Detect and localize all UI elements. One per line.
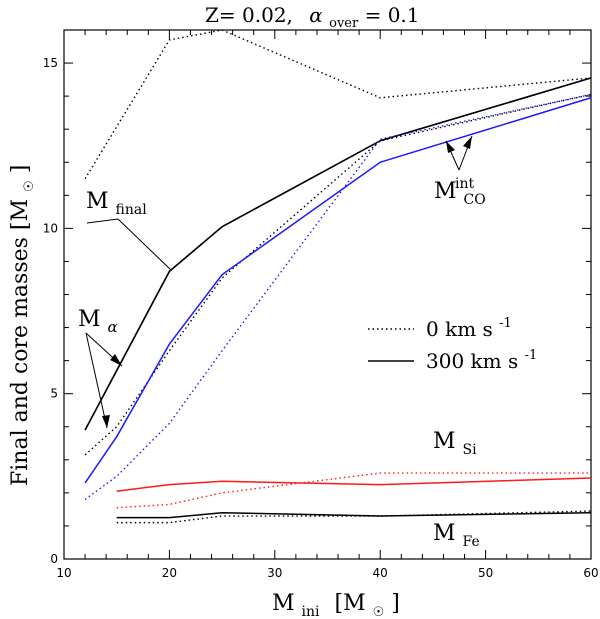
legend-0-sup: -1 bbox=[499, 316, 512, 331]
x-label-unit-open: [M bbox=[335, 591, 366, 616]
arrowhead-m-alpha-upper bbox=[110, 354, 122, 366]
series-line-m-si-0 bbox=[116, 472, 591, 509]
annotation-arrows bbox=[85, 135, 473, 429]
series-line-m-alpha-300 bbox=[84, 77, 592, 431]
legend-1-text: 300 km s bbox=[426, 349, 518, 373]
series-line-m-final-300 bbox=[84, 77, 592, 431]
x-tick-label: 60 bbox=[583, 566, 598, 580]
series-line-m-si-300 bbox=[116, 477, 592, 492]
series-layer bbox=[84, 29, 592, 524]
title-over: over bbox=[329, 16, 359, 31]
y-label-unit-close: ] bbox=[8, 165, 33, 174]
m-fe-sub: Fe bbox=[463, 534, 480, 550]
y-tick-label: 5 bbox=[50, 387, 58, 401]
x-axis-label: M ini [M ☉ ] bbox=[272, 591, 400, 619]
legend-label-0: 0 km s -1 bbox=[426, 316, 512, 341]
legend: 0 km s -1 300 km s -1 bbox=[368, 316, 537, 373]
label-m-co: M CO bbox=[434, 179, 486, 208]
x-tick-label: 50 bbox=[478, 566, 493, 580]
y-label-sun-symbol: ☉ bbox=[22, 180, 37, 192]
m-alpha-arrow-lower bbox=[85, 332, 108, 429]
series-line-m-co-0 bbox=[84, 93, 592, 501]
y-tick-label: 0 bbox=[50, 552, 58, 566]
legend-1-sup: -1 bbox=[525, 348, 538, 363]
y-tick-label: 15 bbox=[43, 56, 58, 70]
arrowhead-m-alpha-lower bbox=[102, 415, 110, 428]
title-z: Z= 0.02, bbox=[205, 3, 293, 27]
x-tick-label: 40 bbox=[373, 566, 388, 580]
label-m-final: M final bbox=[86, 189, 147, 218]
m-final-sub: final bbox=[116, 202, 148, 218]
m-co-main: M bbox=[434, 179, 457, 204]
arrowhead-m-co-left bbox=[446, 141, 455, 153]
label-m-co-sup: int bbox=[455, 176, 474, 192]
x-label-sun-symbol: ☉ bbox=[373, 605, 385, 619]
title-alpha: α bbox=[309, 3, 323, 27]
m-final-main: M bbox=[86, 189, 109, 214]
x-tick-label: 30 bbox=[267, 566, 282, 580]
y-tick-label: 10 bbox=[43, 221, 58, 235]
series-line-m-co-300 bbox=[84, 97, 592, 484]
x-label-main: M bbox=[272, 591, 295, 616]
label-m-alpha: M α bbox=[78, 307, 118, 336]
y-label-main: Final and core masses [M bbox=[8, 199, 33, 486]
axis-ticks: 10 20 30 40 50 60 0 5 10 15 bbox=[43, 29, 599, 580]
m-si-main: M bbox=[433, 429, 456, 454]
series-line-m-final-0 bbox=[84, 29, 592, 180]
series-line-m-alpha-0 bbox=[84, 93, 592, 456]
y-axis-label: Final and core masses [M ☉ ] bbox=[8, 165, 39, 486]
m-si-sub: Si bbox=[463, 442, 478, 458]
x-tick-label: 20 bbox=[162, 566, 177, 580]
x-label-sub: ini bbox=[302, 604, 320, 619]
arrow-heads bbox=[102, 136, 472, 428]
label-m-fe: M Fe bbox=[433, 521, 480, 550]
legend-label-1: 300 km s -1 bbox=[426, 348, 537, 373]
m-alpha-main: M bbox=[78, 307, 101, 332]
legend-0-text: 0 km s bbox=[426, 317, 493, 341]
m-final-leader bbox=[86, 218, 172, 271]
m-co-sub: CO bbox=[464, 192, 486, 208]
m-fe-main: M bbox=[433, 521, 456, 546]
x-label-unit-close: ] bbox=[391, 591, 400, 616]
series-line-m-fe-300 bbox=[116, 511, 592, 519]
series-line-m-fe-0 bbox=[116, 510, 592, 524]
arrowhead-m-co-right bbox=[463, 136, 472, 149]
x-tick-label: 10 bbox=[56, 566, 71, 580]
m-alpha-sub: α bbox=[108, 318, 118, 336]
title-eq: = 0.1 bbox=[365, 3, 420, 27]
label-m-si: M Si bbox=[433, 429, 477, 458]
chart-title: Z= 0.02, α over = 0.1 bbox=[205, 3, 420, 32]
